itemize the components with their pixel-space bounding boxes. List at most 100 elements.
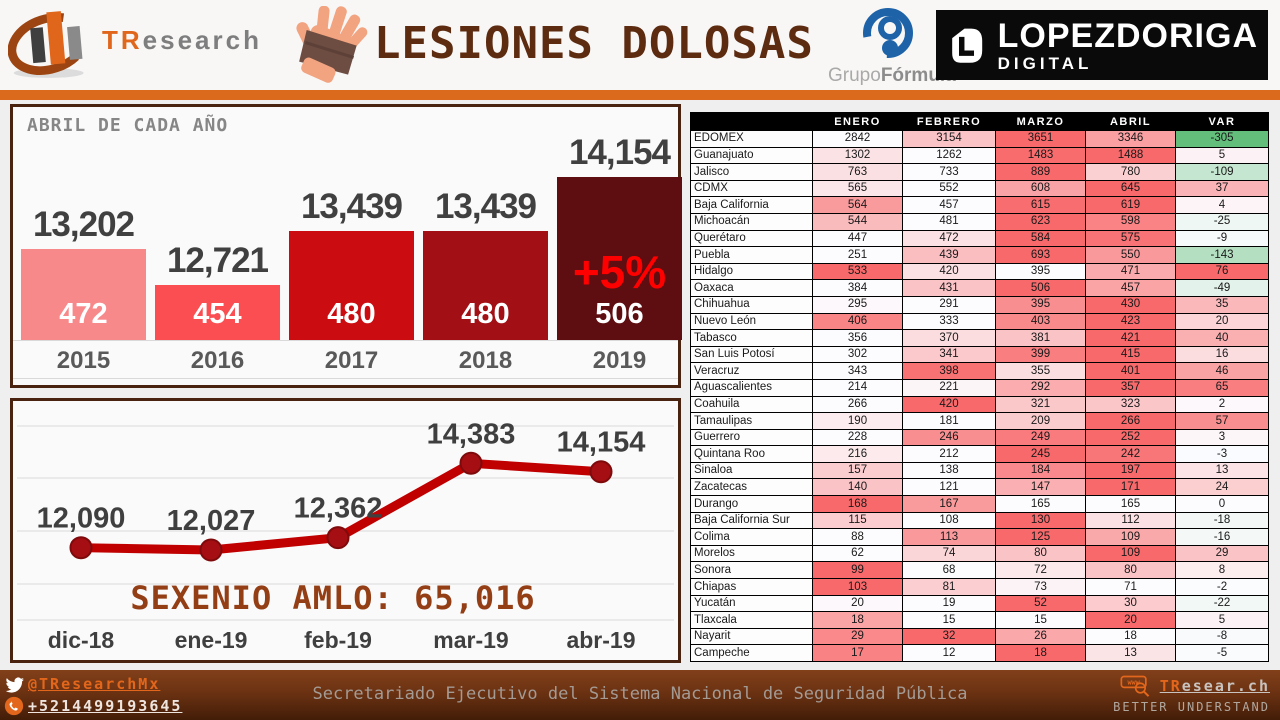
var-cell: 24: [1175, 478, 1269, 497]
month-value-cell: 292: [995, 378, 1086, 397]
month-value-cell: 251: [812, 246, 903, 264]
month-value-cell: 20: [1085, 611, 1176, 629]
month-value-cell: 18: [1085, 627, 1176, 646]
var-cell: -49: [1175, 279, 1269, 297]
bar-chart-panel: ABRIL DE CADA AÑO 13,202 472 2015 12,721 454…: [10, 104, 682, 388]
ld-line2: DIGITAL: [997, 53, 1093, 73]
month-value-cell: 121: [902, 478, 996, 497]
state-name: Campeche: [690, 644, 813, 662]
month-value-cell: 421: [1085, 329, 1176, 347]
table-row: Nayarit 29 32 26 18 -8: [690, 627, 1269, 646]
month-value-cell: 398: [902, 362, 996, 380]
phone-link[interactable]: +5214499193645: [28, 697, 183, 715]
state-name: Quintana Roo: [690, 445, 813, 463]
month-value-cell: 780: [1085, 163, 1176, 181]
month-value-cell: 323: [1085, 395, 1176, 414]
bar-2015: [21, 249, 146, 340]
bar-2016: [155, 285, 280, 340]
month-value-cell: 423: [1085, 312, 1176, 331]
month-value-cell: 399: [995, 345, 1086, 364]
month-value-cell: 29: [812, 627, 903, 646]
month-value-cell: 72: [995, 561, 1086, 580]
month-value-cell: 341: [902, 345, 996, 364]
tresearch-logo: TResearch: [8, 4, 262, 82]
state-name: Jalisco: [690, 163, 813, 181]
footer-contact: @TResearchMx +5214499193645: [4, 673, 182, 717]
var-cell: 3: [1175, 428, 1269, 447]
month-value-cell: 30: [1085, 594, 1176, 613]
month-value-cell: 403: [995, 312, 1086, 331]
var-cell: 65: [1175, 378, 1269, 397]
brand-tr: TR: [102, 24, 143, 55]
table-row: Nuevo León 406 333 403 423 20: [690, 312, 1269, 331]
month-value-cell: 212: [902, 445, 996, 463]
table-row: Veracruz 343 398 355 401 46: [690, 362, 1269, 380]
month-value-cell: 1483: [995, 146, 1086, 165]
month-value-cell: 184: [995, 461, 1086, 480]
var-cell: -8: [1175, 627, 1269, 646]
month-value-cell: 343: [812, 362, 903, 380]
data-point-dic-18: [69, 536, 93, 560]
state-name: EDOMEX: [690, 130, 813, 148]
grupo-formula-wordmark: GrupoFórmula®: [828, 65, 962, 87]
column-header-var: VAR: [1175, 112, 1269, 131]
bar-2019: [557, 177, 682, 340]
footer-source-text: Secretariado Ejecutivo del Sistema Nacio…: [312, 684, 968, 704]
table-row: Guerrero 228 246 249 252 3: [690, 428, 1269, 447]
twitter-handle-link[interactable]: @TResearchMx: [28, 675, 161, 693]
var-cell: 5: [1175, 146, 1269, 165]
bar-inside-label: 454: [193, 298, 242, 330]
month-value-cell: 355: [995, 362, 1086, 380]
point-value-label: 12,027: [167, 505, 256, 537]
data-point-feb-19: [326, 526, 350, 550]
point-value-label: 12,090: [37, 503, 126, 535]
sexenio-annotation: SEXENIO AMLO: 65,016: [130, 579, 536, 617]
var-cell: 35: [1175, 295, 1269, 314]
month-value-cell: 645: [1085, 179, 1176, 198]
bar-value-label: 14,154: [568, 133, 671, 172]
month-value-cell: 552: [902, 179, 996, 198]
line-x-label-ene-19: ene-19: [174, 627, 248, 653]
month-value-cell: 733: [902, 163, 996, 181]
month-value-cell: 214: [812, 378, 903, 397]
lopezdoriga-wordmark: LOPEZDORIGA DIGITAL: [998, 19, 1258, 72]
var-cell: -5: [1175, 644, 1269, 662]
header: TResearch LESIONES DOLOSAS: [0, 0, 1280, 90]
month-value-cell: 395: [995, 262, 1086, 281]
bar-value-label: 12,721: [166, 241, 269, 280]
month-value-cell: 246: [902, 428, 996, 447]
point-value-label: 14,383: [427, 418, 516, 450]
state-name: Colima: [690, 528, 813, 546]
line-x-label-feb-19: feb-19: [304, 627, 372, 653]
month-value-cell: 221: [902, 378, 996, 397]
month-value-cell: 3346: [1085, 130, 1176, 148]
state-name: Sinaloa: [690, 461, 813, 480]
bar-value-label: 13,439: [300, 187, 403, 226]
www-magnifier-icon: www: [1120, 675, 1149, 697]
corner-cell: [690, 112, 813, 131]
month-value-cell: 109: [1085, 528, 1176, 546]
month-value-cell: 457: [902, 196, 996, 214]
column-header-febrero: FEBRERO: [902, 112, 996, 131]
footer-tagline: BETTER UNDERSTAND: [1113, 700, 1270, 714]
month-value-cell: 165: [995, 495, 1086, 513]
footer-site: www TResear.ch BETTER UNDERSTAND: [1113, 675, 1270, 714]
month-value-cell: 1262: [902, 146, 996, 165]
month-value-cell: 18: [812, 611, 903, 629]
state-name: Baja California Sur: [690, 511, 813, 530]
var-cell: -22: [1175, 594, 1269, 613]
month-value-cell: 457: [1085, 279, 1176, 297]
month-value-cell: 395: [995, 295, 1086, 314]
site-link[interactable]: TResear.ch: [1160, 677, 1270, 695]
var-cell: 2: [1175, 395, 1269, 414]
var-cell: 76: [1175, 262, 1269, 281]
table-row: Quintana Roo 216 212 245 242 -3: [690, 445, 1269, 463]
month-value-cell: 88: [812, 528, 903, 546]
var-cell: 4: [1175, 196, 1269, 214]
month-value-cell: 108: [902, 511, 996, 530]
state-name: Tamaulipas: [690, 412, 813, 430]
bar-chart-title: ABRIL DE CADA AÑO: [27, 115, 229, 136]
state-name: Guerrero: [690, 428, 813, 447]
state-name: Chihuahua: [690, 295, 813, 314]
table-row: Tabasco 356 370 381 421 40: [690, 329, 1269, 347]
